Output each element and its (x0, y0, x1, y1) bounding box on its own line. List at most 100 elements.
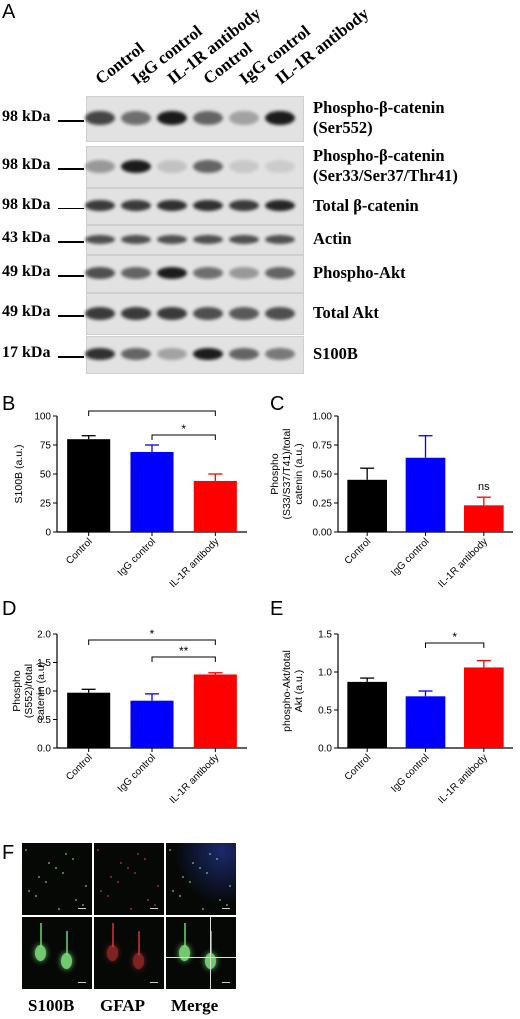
molecular-weight-label: 49 kDa (2, 303, 51, 320)
significance-bracket (88, 410, 216, 416)
chart-b-s100b: 0 25 50 75 100 S100B (a.u.) Control IgG control… (13, 405, 247, 590)
blot-band (229, 267, 259, 279)
protein-label-group: Phospho-β-catenin (Ser33/Ser37/Thr41) (313, 146, 458, 186)
y-tick-label: 1.0 (318, 668, 332, 679)
blot-band (85, 267, 115, 279)
cell-speckle (62, 872, 64, 874)
protein-label: Total β-catenin (313, 195, 419, 215)
micrograph-tile (166, 843, 236, 915)
x-tick-label: IL-1R antibody (168, 752, 222, 806)
blot-band (85, 200, 115, 211)
panel-letter-f: F (2, 842, 15, 864)
cell-speckle (189, 881, 191, 883)
x-tick-label: Control (64, 536, 95, 567)
cell-speckle (154, 904, 156, 906)
bar (405, 696, 446, 748)
microscopy-panel (22, 843, 237, 993)
micro-label-s100b: S100B (28, 996, 75, 1015)
cell-speckle (130, 908, 132, 910)
cell-speckle (157, 885, 159, 887)
bar (130, 451, 174, 532)
blot-band (85, 234, 115, 244)
cell-speckle (219, 899, 221, 901)
cell-speckle (107, 895, 109, 897)
cell-speckle (65, 853, 67, 855)
cell-speckle (28, 890, 30, 892)
protein-label-group: Phospho-β-catenin (Ser552) (313, 98, 445, 138)
cell-speckle (169, 849, 171, 851)
blot-band (85, 306, 115, 320)
panel-letter-c: C (270, 393, 285, 415)
molecular-weight-label: 98 kDa (2, 156, 51, 173)
blot-band (157, 111, 187, 125)
bar (405, 457, 446, 532)
bar (347, 479, 387, 532)
x-tick-label: IgG control (389, 752, 431, 794)
molecular-weight-label: 49 kDa (2, 263, 51, 280)
molecular-weight-label: 98 kDa (2, 195, 51, 213)
blot-band (157, 348, 187, 360)
blot-band (229, 159, 259, 173)
protein-label-group: Total β-catenin (313, 196, 419, 216)
protein-label-site: (Ser552) (313, 118, 373, 137)
blot-band (121, 159, 151, 173)
micrograph-tile (166, 917, 236, 989)
y-tick-label: 0.0 (37, 744, 51, 755)
cell-speckle (172, 890, 174, 892)
blot-band (157, 200, 187, 211)
protein-label: Phospho-β-catenin (313, 98, 445, 117)
scale-bar (222, 908, 230, 909)
y-tick-label: 50 (40, 470, 52, 481)
cell-speckle (179, 895, 181, 897)
y-tick-label: 1.0 (37, 687, 51, 698)
y-tick-label: 0.5 (37, 715, 51, 726)
micrograph-tile (94, 917, 164, 989)
bar (464, 505, 504, 532)
micrograph-tile (22, 843, 92, 915)
protein-label-group: Total Akt (313, 303, 379, 323)
blot-band (121, 348, 151, 360)
protein-label-group: S100B (313, 344, 358, 364)
y-tick-label: 1.00 (313, 412, 333, 423)
blot-band (265, 200, 295, 211)
cell-speckle (48, 862, 50, 864)
significance-label: ns (478, 481, 490, 493)
molecular-weight-label: 98 kDa (2, 108, 51, 125)
blot-band (193, 234, 223, 244)
blot-band (121, 306, 151, 320)
bar (464, 667, 504, 748)
blot-band (85, 348, 115, 360)
blot-band (85, 159, 115, 173)
cell-speckle (117, 881, 119, 883)
scale-bar (150, 908, 158, 909)
blot-band (121, 111, 151, 125)
molecular-weight-label: 17 kDa (2, 344, 51, 361)
cell-speckle (72, 858, 74, 860)
y-tick-label: 1.5 (37, 658, 51, 669)
cell-process (184, 923, 186, 947)
significance-bracket (425, 642, 485, 648)
y-tick-label: 2.0 (37, 630, 51, 641)
y-axis-label-line: catenin (a.u) (35, 662, 47, 720)
panel-letter-b: B (2, 393, 16, 415)
blot-band (193, 348, 223, 360)
cell-process (210, 931, 212, 955)
protein-label-group: Actin (313, 229, 352, 249)
cell-speckle (110, 876, 112, 878)
blot-band (265, 348, 295, 360)
x-tick-label: IL-1R antibody (436, 536, 490, 590)
cell-body (179, 945, 190, 961)
y-tick-label: 25 (40, 499, 52, 510)
y-axis-label-line: Phospho (11, 670, 23, 712)
significance-bracket (151, 656, 216, 662)
y-axis-label-line: catenin (a.u.) (293, 443, 305, 504)
blot-band (229, 111, 259, 125)
x-tick-label: IgG control (116, 536, 158, 578)
blot-band (265, 159, 295, 173)
protein-label: Total Akt (313, 303, 379, 322)
significance-bracket (88, 639, 216, 645)
x-tick-label: Control (64, 752, 95, 783)
molecular-weight-tick (58, 356, 84, 358)
y-axis-label-line: phospho-Akt/total (281, 650, 293, 732)
orthogonal-view-line (210, 917, 211, 989)
